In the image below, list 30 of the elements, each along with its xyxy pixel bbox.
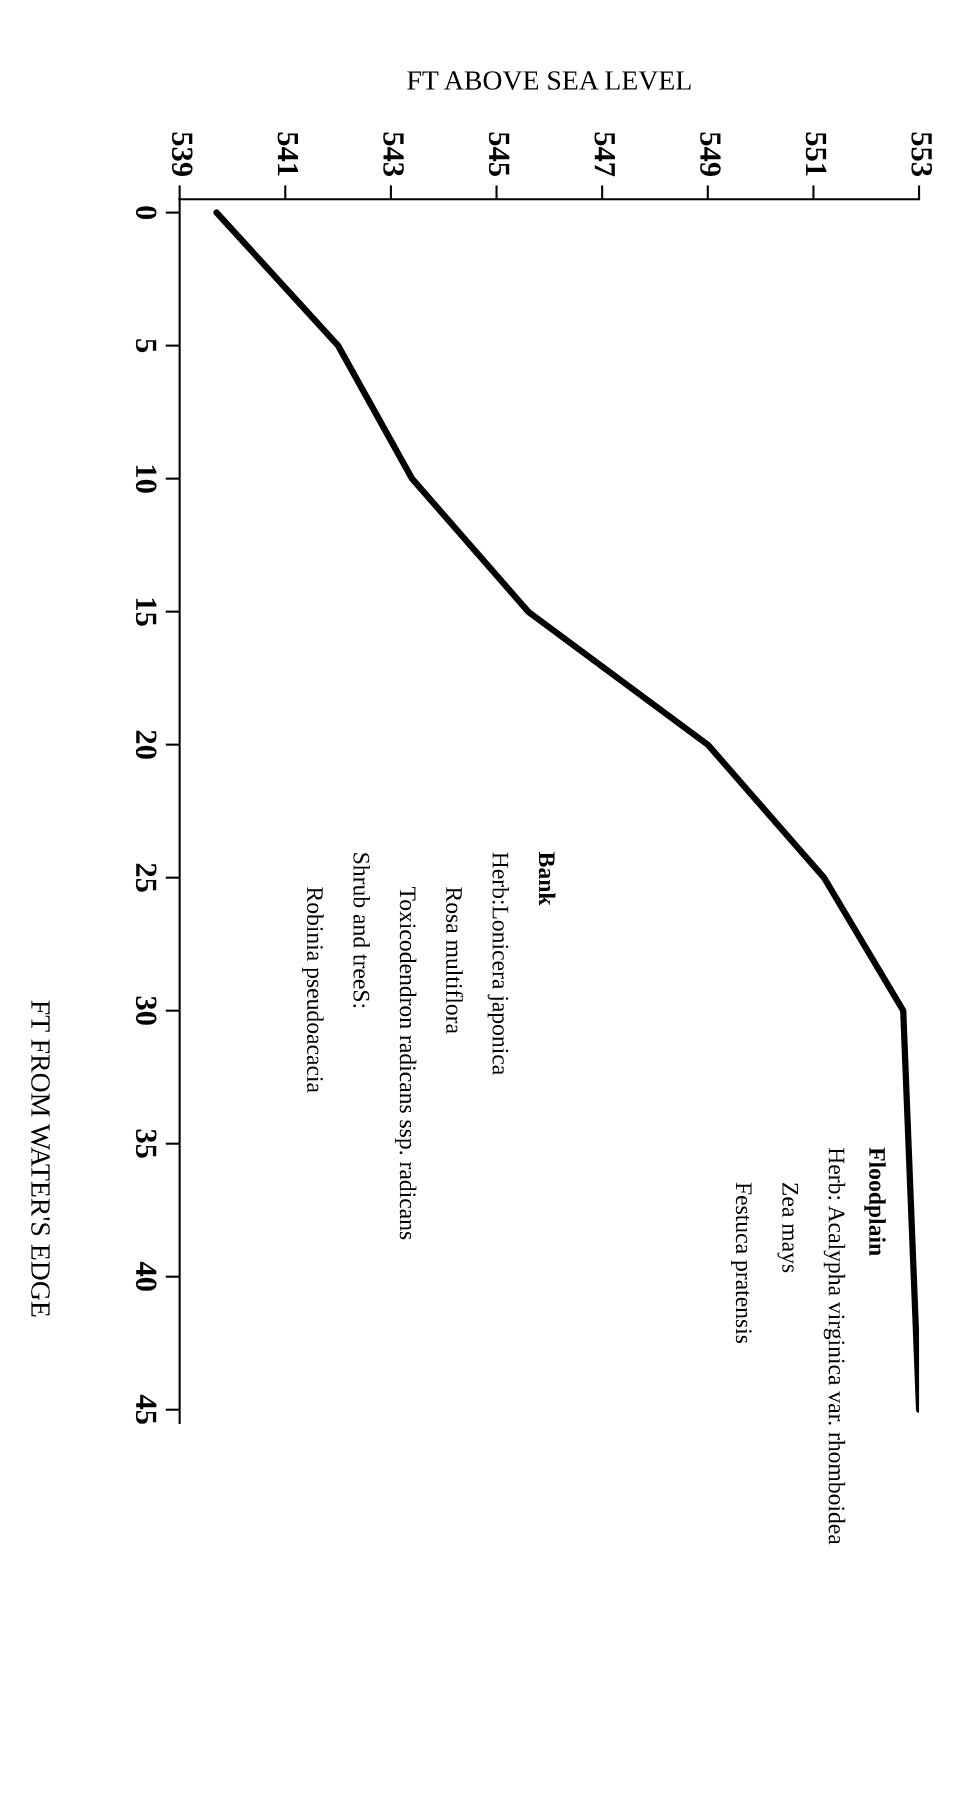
y-tick-label: 45 bbox=[135, 1394, 157, 1424]
annotation: Shrub and treeS: bbox=[353, 853, 370, 1008]
y-tick-label: 25 bbox=[135, 863, 157, 892]
annotation: Bank bbox=[538, 852, 556, 906]
annotation: Floodplain bbox=[864, 1147, 886, 1256]
x-tick-label: 549 bbox=[700, 132, 721, 176]
y-tick-label: 40 bbox=[135, 1261, 157, 1291]
y-tick-label: 0 bbox=[135, 206, 157, 220]
y-tick-label: 30 bbox=[135, 996, 157, 1025]
x-tick-label: 553 bbox=[911, 132, 932, 177]
x-tick-label: 551 bbox=[805, 132, 827, 176]
annotation: Robinia pseudoacacia bbox=[302, 887, 324, 1093]
x-tick-label: 543 bbox=[383, 132, 404, 177]
x-tick-label: 547 bbox=[594, 132, 615, 177]
y-tick-label: 10 bbox=[135, 465, 157, 493]
annotation: Festuca pratensis bbox=[731, 1182, 752, 1344]
annotation: Rosa multiflora bbox=[446, 887, 463, 1034]
annotation: Toxicodendron radicans ssp. radicans bbox=[394, 886, 417, 1240]
x-tick-label: 545 bbox=[488, 132, 510, 176]
annotation: Herb:Lonicera japonica bbox=[487, 852, 510, 1075]
x-tick-label: 539 bbox=[171, 132, 193, 176]
y-tick-label: 5 bbox=[135, 339, 157, 353]
y-tick-label: 35 bbox=[135, 1129, 157, 1158]
x-axis-title: FT ABOVE SEA LEVEL bbox=[407, 71, 691, 91]
y-tick-label: 15 bbox=[135, 598, 157, 626]
annotation: Zea mays bbox=[777, 1183, 798, 1273]
y-axis-title: FT FROM WATER'S EDGE bbox=[30, 1000, 50, 1317]
annotation: Herb: Acalypha virginica var. rhomboidea bbox=[823, 1147, 846, 1545]
y-tick-label: 20 bbox=[135, 730, 157, 759]
x-tick-label: 541 bbox=[277, 132, 299, 176]
